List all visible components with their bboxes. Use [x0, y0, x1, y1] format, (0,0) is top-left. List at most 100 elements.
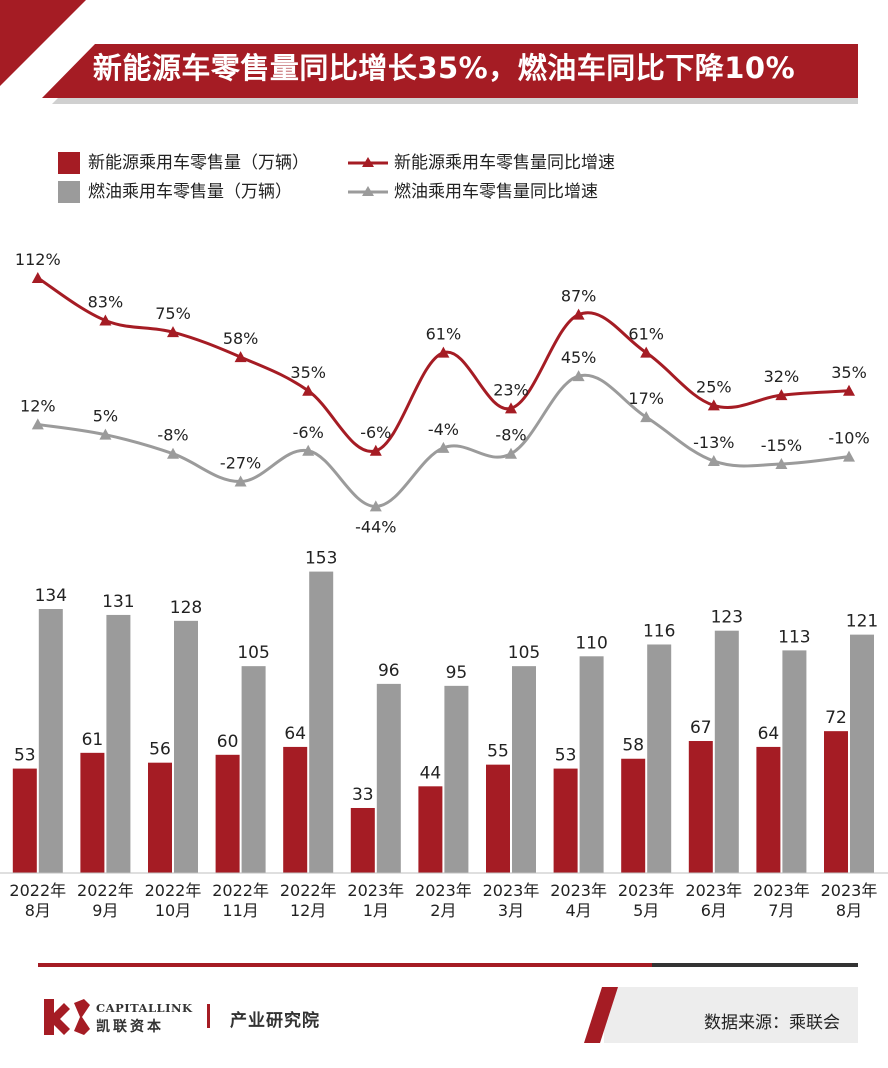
ice-growth-marker	[302, 444, 315, 456]
bar-nev-sales	[80, 752, 105, 873]
x-tick-label-month: 5月	[633, 901, 659, 920]
ice-growth-marker	[505, 447, 517, 459]
bar-ice-sales	[850, 634, 874, 873]
nev-growth-label: 61%	[426, 325, 462, 344]
nev-growth-marker	[640, 346, 653, 358]
bar-nev-sales	[12, 768, 37, 873]
bar-label-nev-sales: 67	[690, 718, 712, 738]
bar-label-nev-sales: 64	[758, 724, 780, 744]
bar-ice-sales	[174, 620, 198, 873]
x-tick-label-year: 2023年	[347, 881, 404, 900]
legend-ice-sales: 燃油乘用车零售量（万辆）	[58, 177, 292, 203]
bar-ice-sales	[782, 650, 807, 873]
ice-growth-marker	[31, 418, 44, 430]
x-tick-label-year: 2023年	[685, 881, 742, 900]
bar-label-ice-sales: 116	[643, 621, 675, 641]
bar-label-ice-sales: 134	[35, 586, 67, 606]
bar-nev-sales	[283, 746, 308, 873]
bar-nev-sales	[553, 768, 578, 873]
source-accent	[584, 987, 618, 1043]
x-tick-label-month: 8月	[836, 901, 862, 920]
ice-growth-marker	[99, 428, 112, 440]
bar-nev-sales	[688, 741, 713, 873]
bar-label-nev-sales: 72	[825, 708, 847, 728]
legend-nev-sales: 新能源乘用车零售量（万辆）	[58, 148, 309, 174]
bar-ice-sales	[38, 609, 63, 873]
x-tick-label-year: 2022年	[9, 881, 66, 900]
legend-ice-growth: 燃油乘用车零售量同比增速	[348, 177, 598, 202]
nev-growth-marker	[707, 399, 720, 411]
bar-nev-sales	[824, 731, 848, 873]
ice-growth-label: -10%	[828, 429, 869, 448]
nev-growth-label: 32%	[764, 367, 800, 386]
ice-growth-label: -27%	[220, 454, 261, 473]
x-tick-label-month: 4月	[566, 901, 592, 920]
bar-label-ice-sales: 123	[711, 608, 743, 628]
bar-ice-sales	[512, 666, 536, 873]
ice-growth-label: -44%	[355, 517, 396, 536]
ice-growth-marker	[843, 450, 855, 462]
bar-label-ice-sales: 113	[778, 627, 810, 647]
nev-growth-label: 61%	[628, 325, 664, 344]
x-tick-label-year: 2023年	[753, 881, 810, 900]
line-layer: 112% 83% 75% 58% 35% -6% 61% 23% 87% 61% 25% 32% 35%…	[15, 250, 870, 536]
brand-name-en: CAPITALLINK	[96, 1001, 193, 1015]
x-tick-label-month: 8月	[25, 901, 51, 920]
x-tick-label-month: 3月	[498, 901, 524, 920]
bar-label-ice-sales: 121	[846, 612, 878, 632]
brand-separator	[207, 1004, 210, 1028]
bar-label-nev-sales: 58	[622, 736, 644, 756]
legend-nev-sales-label: 新能源乘用车零售量（万辆）	[88, 153, 309, 173]
bar-label-ice-sales: 105	[237, 643, 269, 663]
x-tick-label-month: 6月	[701, 901, 727, 920]
brand-department: 产业研究院	[230, 1011, 320, 1031]
bar-nev-sales	[350, 807, 375, 873]
ice-growth-marker	[369, 500, 382, 512]
x-tick-label-month: 10月	[155, 901, 191, 920]
x-tick-label-year: 2022年	[280, 881, 337, 900]
ice-growth-label: -8%	[495, 426, 526, 445]
bar-label-nev-sales: 33	[352, 785, 374, 805]
x-tick-label-month: 11月	[222, 901, 258, 920]
nev-growth-label: 83%	[88, 292, 124, 311]
x-tick-layer: 2022年8月2022年9月2022年10月2022年11月2022年12月20…	[9, 881, 877, 920]
nev-growth-label: 35%	[290, 363, 326, 382]
ice-growth-label: 5%	[93, 407, 118, 426]
ice-growth-label: 17%	[628, 389, 664, 408]
nev-growth-label: 87%	[561, 287, 597, 306]
bar-label-nev-sales: 56	[149, 740, 171, 760]
nev-growth-marker	[99, 314, 112, 326]
bar-ice-sales	[647, 644, 672, 873]
nev-growth-marker	[234, 351, 247, 363]
x-tick-label-year: 2023年	[618, 881, 675, 900]
ice-growth-label: -8%	[157, 426, 188, 445]
bar-label-nev-sales: 53	[555, 746, 577, 766]
bar-ice-sales	[444, 685, 469, 873]
chart-canvas: 53 134 61 131 56 128 60 105 64 153 33 96 44 95 55 105 53…	[0, 250, 888, 920]
nev-growth-marker	[369, 444, 382, 456]
ice-growth-marker	[775, 457, 788, 469]
bar-label-nev-sales: 61	[82, 730, 104, 750]
nev-growth-marker	[167, 326, 179, 338]
x-tick-label-year: 2023年	[415, 881, 472, 900]
ice-growth-marker	[707, 455, 720, 467]
bar-nev-sales	[621, 758, 646, 873]
source-box	[604, 987, 858, 1043]
x-tick-label-year: 2022年	[145, 881, 202, 900]
bar-label-nev-sales: 55	[487, 742, 509, 762]
nev-growth-label: 112%	[15, 250, 61, 269]
bar-ice-sales	[714, 630, 739, 873]
x-tick-label-year: 2022年	[77, 881, 134, 900]
nev-growth-label: 75%	[155, 304, 191, 323]
ice-growth-label: -6%	[293, 423, 324, 442]
bar-nev-sales	[418, 786, 443, 873]
ice-growth-label: -15%	[761, 436, 802, 455]
bar-ice-sales	[241, 666, 266, 873]
nev-growth-marker	[302, 384, 315, 396]
nev-growth-marker	[437, 346, 450, 358]
bar-label-ice-sales: 95	[446, 663, 468, 683]
bar-label-ice-sales: 131	[102, 592, 134, 612]
bar-label-ice-sales: 128	[170, 598, 202, 618]
bar-ice-sales	[106, 614, 131, 873]
x-tick-label-year: 2023年	[483, 881, 540, 900]
